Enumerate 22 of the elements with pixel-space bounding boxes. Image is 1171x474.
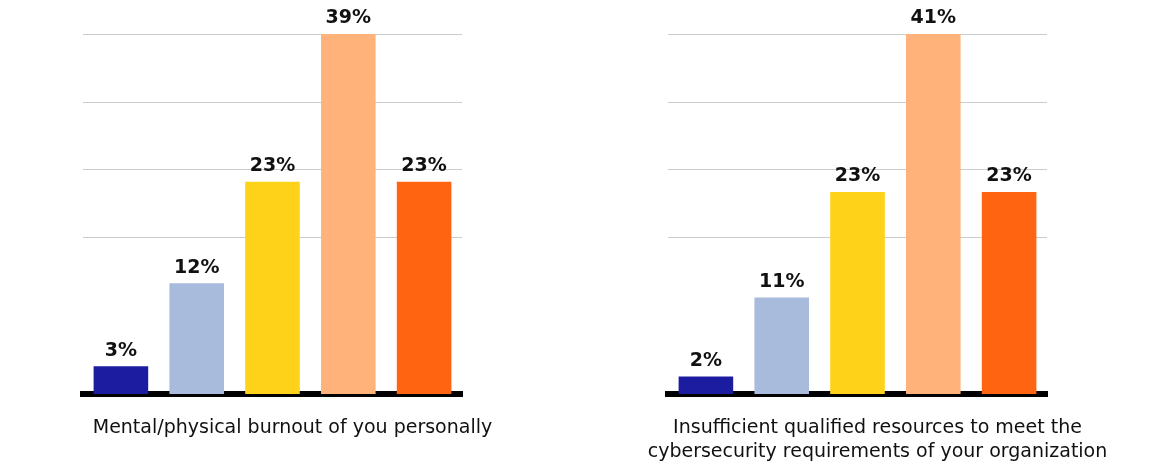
data-label: 23% <box>249 153 296 176</box>
x-axis-title: Insufficient qualified resources to meet the cybersecurity requirements of your organization <box>646 414 1109 462</box>
data-label: 11% <box>758 268 805 291</box>
data-label: 23% <box>834 163 881 186</box>
data-label: 39% <box>325 5 372 28</box>
data-label: 3% <box>104 337 138 360</box>
bar <box>906 34 961 394</box>
bar <box>678 376 734 394</box>
data-label: 23% <box>401 153 447 176</box>
bar <box>93 366 149 394</box>
bar <box>830 192 885 394</box>
bar <box>981 192 1037 394</box>
bar <box>754 297 809 394</box>
data-label: 12% <box>173 254 220 277</box>
bar <box>396 181 452 394</box>
bar <box>169 283 224 394</box>
x-axis-title: Mental/physical burnout of you personally <box>91 414 494 438</box>
bar <box>321 34 376 394</box>
data-label: 2% <box>689 347 723 370</box>
data-label: 41% <box>910 5 957 28</box>
bar <box>245 181 300 394</box>
data-label: 23% <box>986 163 1032 186</box>
